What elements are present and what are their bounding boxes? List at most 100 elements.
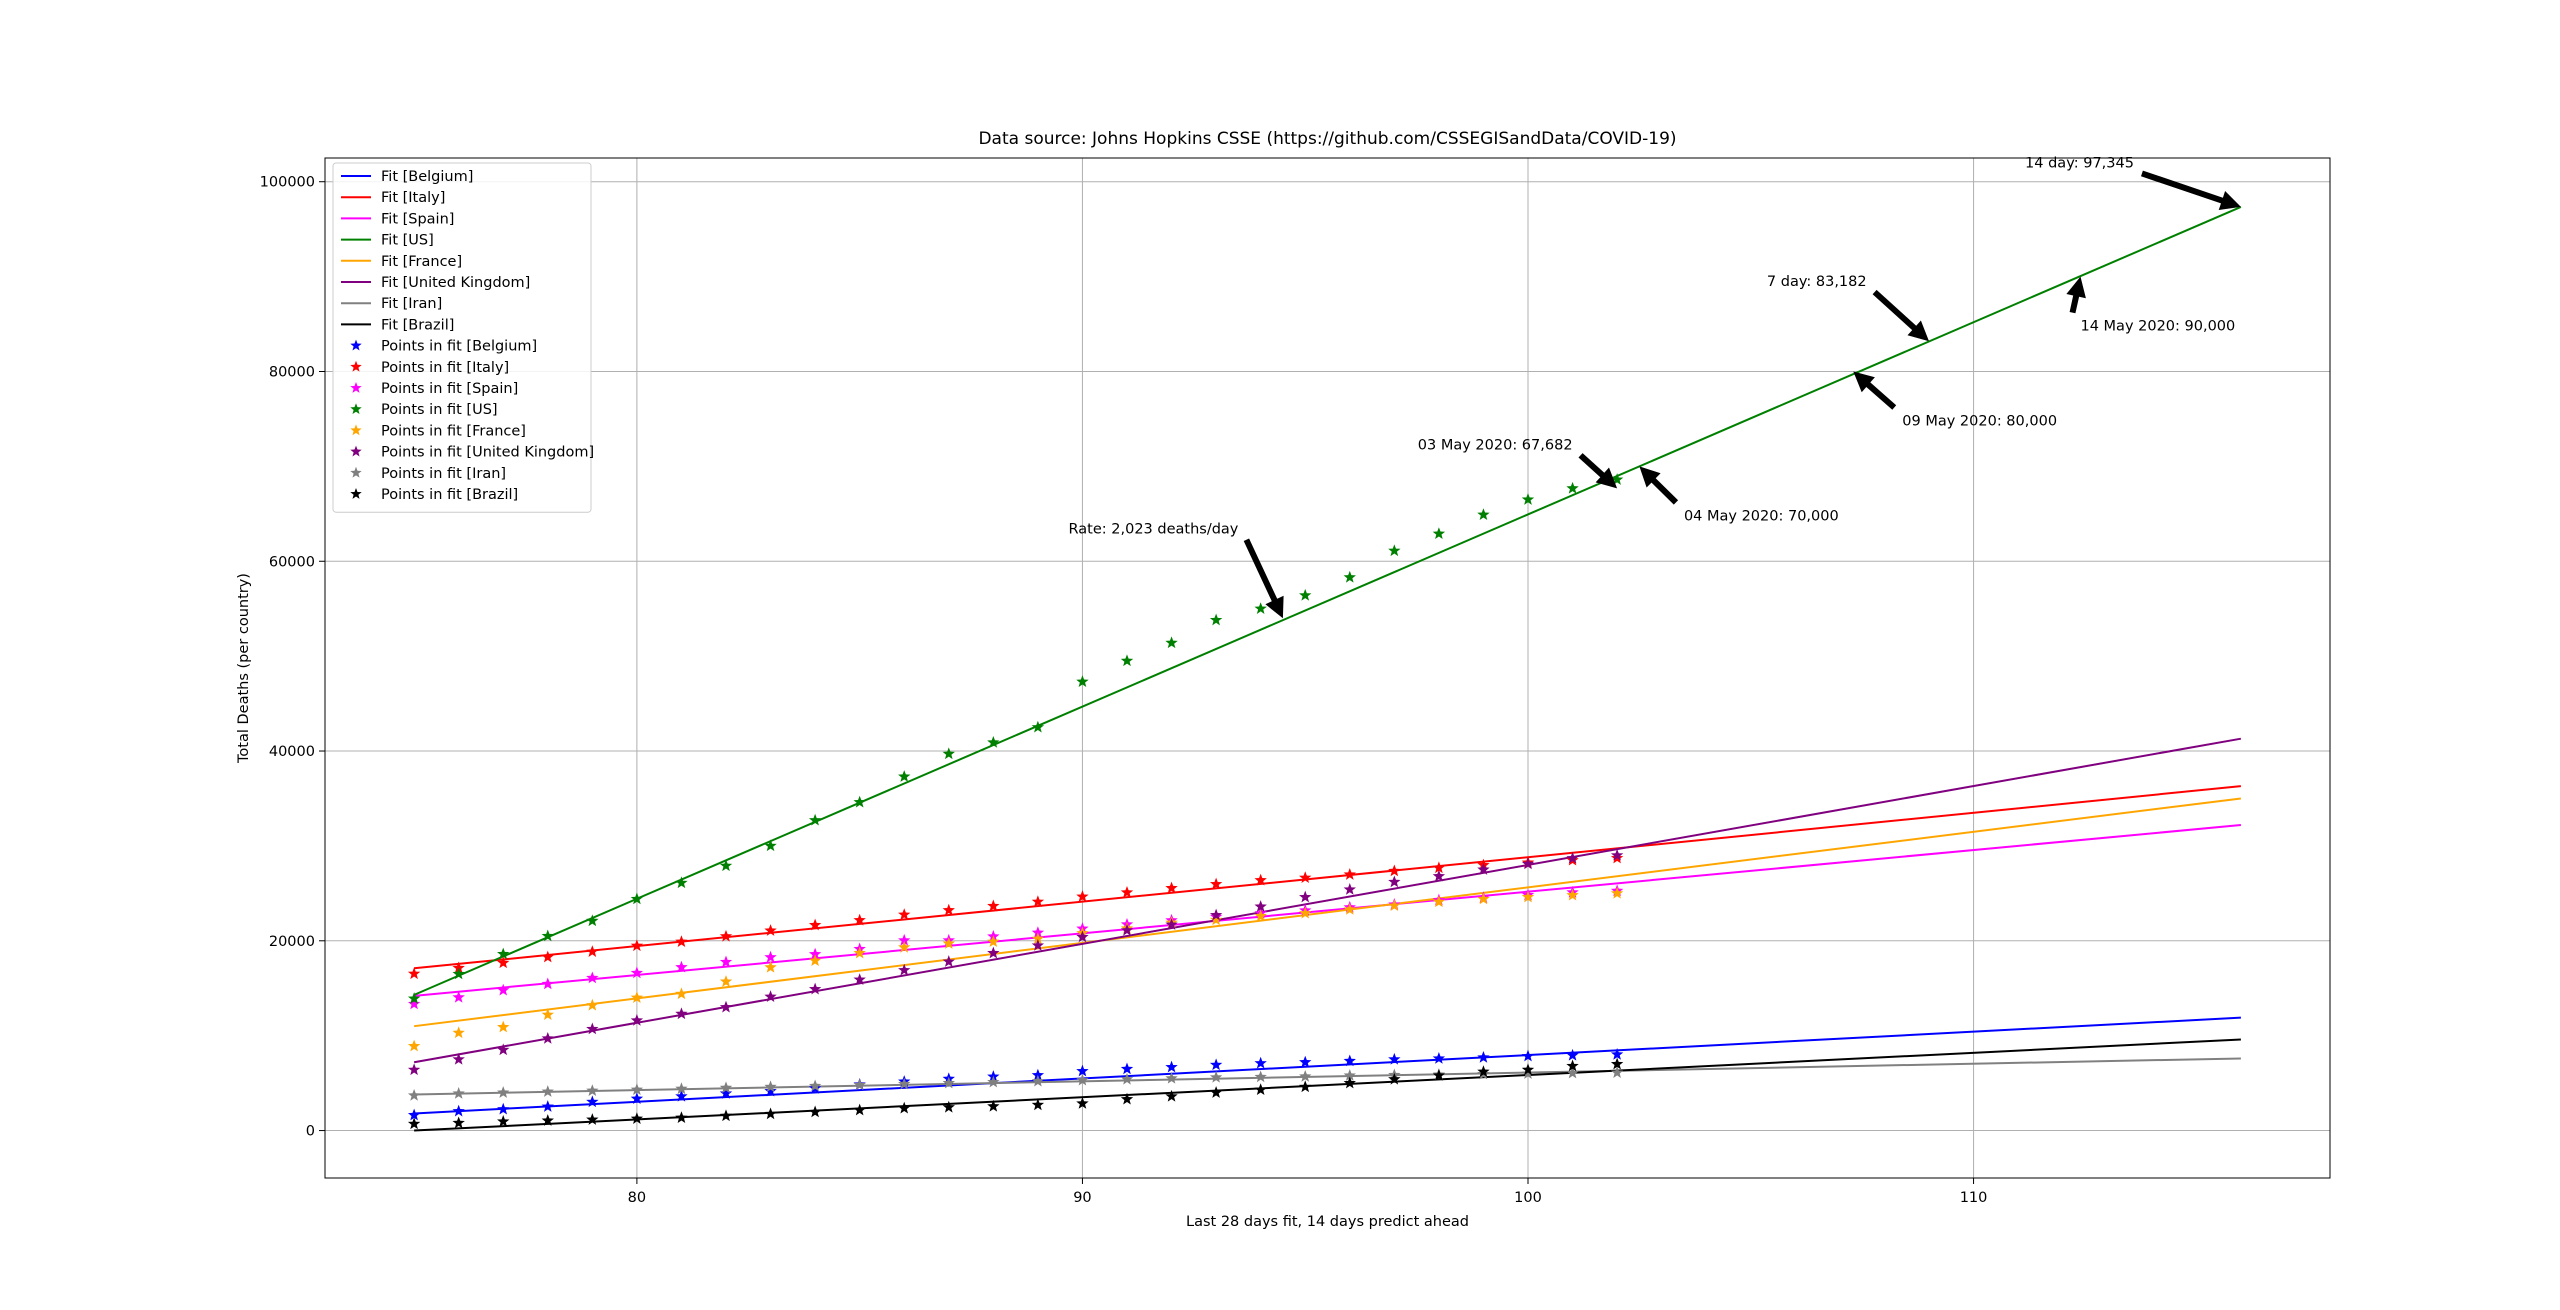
annotation-text: 09 May 2020: 80,000 <box>1902 414 2057 430</box>
point-italy <box>1076 890 1089 902</box>
point-us <box>1566 481 1579 494</box>
point-france <box>1031 932 1045 945</box>
point-belgium <box>1343 1054 1356 1067</box>
point-belgium <box>497 1102 510 1115</box>
point-belgium <box>764 1084 777 1097</box>
legend-star-swatch <box>350 403 362 415</box>
point-brazil <box>942 1100 955 1113</box>
point-united-kingdom <box>853 973 866 985</box>
point-france <box>898 940 911 953</box>
x-tick-label: 110 <box>1960 1190 1988 1206</box>
fit-line-iran <box>414 1057 2241 1096</box>
point-united-kingdom <box>1076 930 1089 943</box>
annotation-arrow <box>1872 289 1929 342</box>
point-iran <box>987 1075 1000 1088</box>
point-france <box>1521 890 1535 903</box>
legend-star-swatch <box>350 466 362 478</box>
point-italy <box>1432 861 1446 874</box>
point-iran <box>1031 1074 1045 1087</box>
x-tick-label: 100 <box>1514 1190 1542 1206</box>
point-united-kingdom <box>1165 918 1178 930</box>
point-belgium <box>452 1104 465 1117</box>
legend-star-swatch <box>350 424 362 436</box>
point-us <box>1165 636 1178 649</box>
point-france <box>1610 886 1624 899</box>
point-us <box>987 735 1000 748</box>
point-spain <box>541 977 554 990</box>
point-iran <box>1209 1070 1223 1083</box>
point-iran <box>1165 1071 1178 1084</box>
point-brazil <box>1209 1086 1223 1098</box>
legend-star-swatch <box>350 488 362 499</box>
legend-entry-label: Fit [Brazil] <box>381 317 454 333</box>
point-italy <box>407 967 421 980</box>
point-france <box>1299 906 1312 919</box>
annotation-arrow <box>2066 276 2086 314</box>
point-italy <box>808 918 822 931</box>
point-belgium <box>1120 1062 1134 1075</box>
point-us <box>853 795 866 808</box>
grid-layer <box>325 158 2330 1178</box>
point-brazil <box>1165 1089 1178 1102</box>
point-us <box>1031 720 1045 733</box>
point-belgium <box>1432 1052 1446 1064</box>
point-iran <box>675 1082 688 1095</box>
fit-line-brazil <box>414 1038 2241 1132</box>
point-us <box>586 914 599 927</box>
annotation-text: 04 May 2020: 70,000 <box>1684 508 1839 524</box>
y-tick-label: 100000 <box>260 175 315 191</box>
point-united-kingdom <box>1299 890 1312 903</box>
point-brazil <box>1120 1092 1134 1105</box>
point-us <box>452 967 465 980</box>
point-france <box>1254 909 1267 922</box>
point-spain <box>1031 926 1045 938</box>
point-iran <box>407 1088 421 1101</box>
annotation-text: 14 May 2020: 90,000 <box>2080 319 2235 335</box>
point-france <box>853 946 866 959</box>
point-spain <box>452 990 465 1003</box>
point-us <box>1343 570 1356 583</box>
point-france <box>497 1020 510 1033</box>
point-united-kingdom <box>675 1007 688 1020</box>
annotations-layer: 14 day: 97,345 7 day: 83,182 14 May 2020: … <box>1069 155 2241 619</box>
point-iran <box>719 1081 733 1094</box>
point-brazil <box>1343 1076 1356 1089</box>
point-us <box>1299 588 1312 601</box>
legend-star-swatch <box>350 339 362 351</box>
legend-entry-label: Fit [Spain] <box>381 211 454 227</box>
point-france <box>1388 899 1401 911</box>
annotation-arrow <box>1243 538 1284 619</box>
point-brazil <box>1432 1069 1446 1081</box>
point-united-kingdom <box>987 946 1000 959</box>
points-layer <box>407 473 1624 1130</box>
point-italy <box>1031 895 1045 908</box>
legend-entry-label: Fit [US] <box>381 233 434 249</box>
point-brazil <box>1610 1057 1624 1070</box>
point-brazil <box>452 1116 465 1129</box>
point-france <box>586 998 599 1011</box>
point-italy <box>1209 877 1223 890</box>
point-united-kingdom <box>407 1063 421 1076</box>
point-us <box>541 929 554 942</box>
point-iran <box>452 1087 465 1099</box>
point-brazil <box>1388 1072 1401 1085</box>
point-italy <box>1254 873 1267 886</box>
point-italy <box>1388 864 1401 877</box>
legend-entry-label: Points in fit [Italy] <box>381 360 509 376</box>
legend-entry-label: Points in fit [United Kingdom] <box>381 445 594 461</box>
point-iran <box>1566 1066 1579 1079</box>
y-axis-label: Total Deaths (per country) <box>236 573 252 764</box>
point-united-kingdom <box>1343 883 1356 895</box>
point-spain <box>497 983 510 996</box>
point-us <box>630 892 644 905</box>
legend-entry-label: Fit [Italy] <box>381 190 445 206</box>
point-us <box>407 992 421 1004</box>
x-axis-label: Last 28 days fit, 14 days predict ahead <box>1186 1214 1469 1230</box>
point-united-kingdom <box>1610 848 1624 861</box>
point-us <box>1209 613 1223 626</box>
point-belgium <box>541 1100 554 1112</box>
annotation-arrow <box>1578 453 1618 489</box>
point-iran <box>497 1086 510 1098</box>
point-france <box>808 954 822 966</box>
point-brazil <box>898 1101 911 1114</box>
